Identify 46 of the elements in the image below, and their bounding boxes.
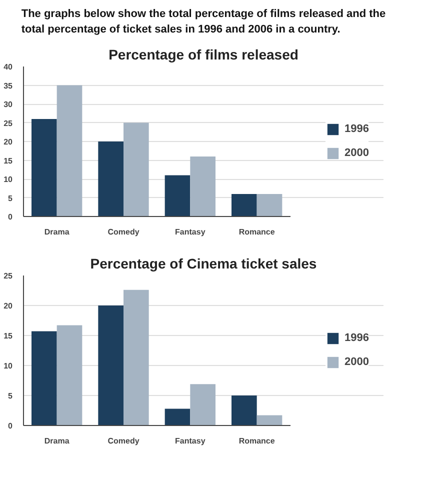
bar (98, 306, 124, 426)
bar (232, 396, 257, 426)
y-tick-label: 15 (4, 332, 14, 340)
y-tick-label: 10 (4, 362, 14, 370)
y-tick-label: 20 (4, 138, 14, 146)
y-tick-label: 0 (8, 212, 14, 222)
bar (256, 415, 282, 426)
x-tick-label: Comedy (108, 228, 140, 236)
y-tick-label: 25 (4, 272, 14, 280)
y-tick-label: 30 (4, 100, 14, 109)
chart-title: Percentage of Cinema ticket sales (90, 256, 317, 272)
bar (56, 85, 82, 216)
bar (124, 122, 149, 216)
bar (124, 290, 149, 426)
legend-label: 2000 (344, 147, 369, 159)
text: The graphs below show the total percentage of films released and the total percentage of ticket sales in 1996 and 2006 in a country. (21, 8, 386, 36)
bar (98, 142, 124, 216)
x-tick-label: Comedy (108, 436, 140, 446)
bar (32, 119, 57, 216)
x-tick-label: Fantasy (175, 436, 206, 446)
legend-label: 1996 (344, 123, 369, 135)
legend-label: 2000 (344, 356, 369, 368)
bar (56, 325, 82, 426)
bar (190, 384, 216, 426)
bar (256, 194, 282, 216)
y-tick-label: 15 (4, 156, 14, 166)
x-tick-label: Romance (238, 228, 276, 236)
bar (190, 156, 216, 216)
bar (32, 331, 57, 426)
chart-title: Percentage of films released (108, 46, 298, 62)
y-tick-label: 35 (4, 81, 14, 90)
y-tick-label: 40 (4, 62, 14, 72)
bar (232, 194, 257, 216)
bar (164, 175, 190, 216)
y-tick-label: 0 (8, 422, 14, 430)
y-tick-label: 10 (4, 175, 14, 184)
y-tick-label: 20 (4, 302, 14, 310)
y-tick-label: 5 (8, 392, 14, 400)
x-tick-label: Fantasy (175, 228, 206, 236)
y-tick-label: 5 (8, 194, 14, 203)
y-tick-label: 25 (4, 118, 14, 128)
bar (164, 408, 190, 426)
x-tick-label: Romance (238, 436, 276, 446)
x-tick-label: Drama (44, 228, 70, 236)
x-tick-label: Drama (44, 436, 70, 446)
legend-label: 1996 (344, 332, 369, 344)
